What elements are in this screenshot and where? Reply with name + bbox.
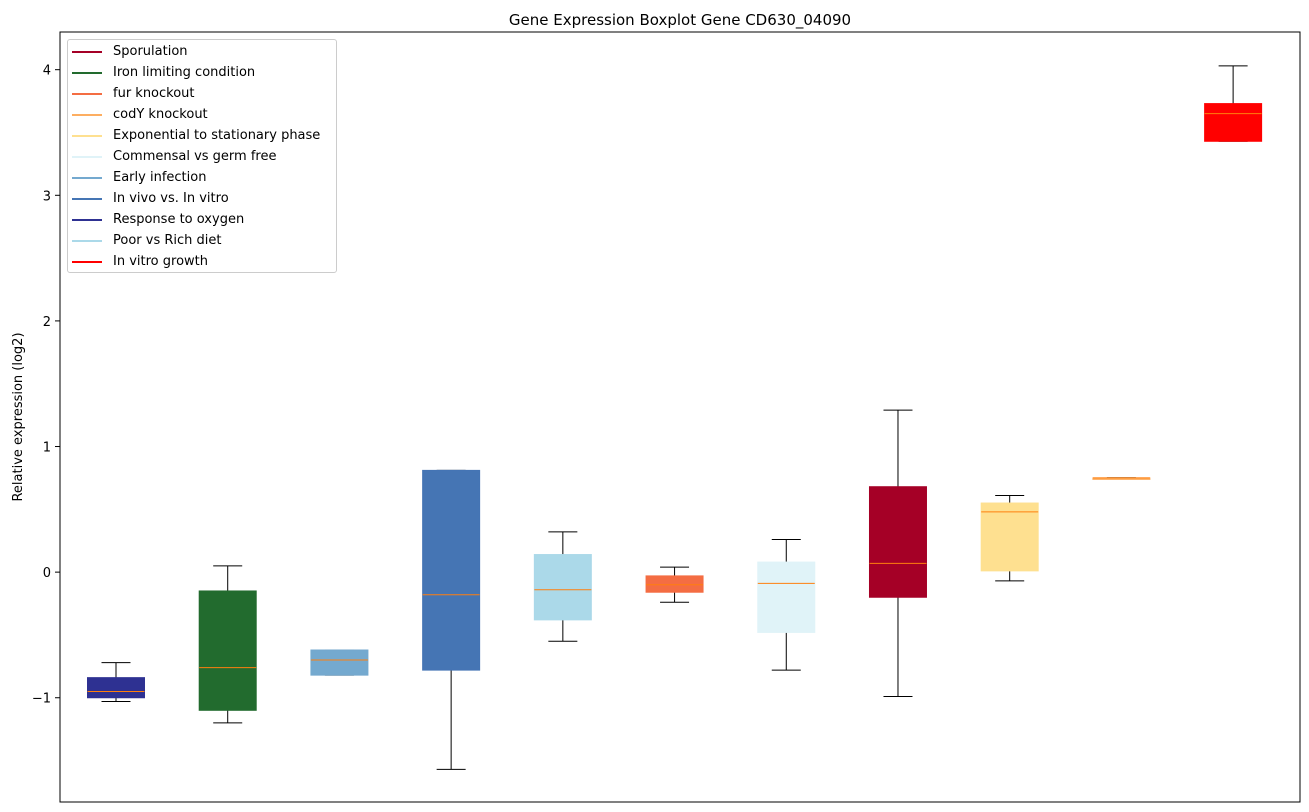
box-response-to-oxygen [87, 677, 145, 699]
legend-swatch [72, 71, 102, 74]
legend-label: In vivo vs. In vitro [113, 191, 229, 206]
box-commensal-vs-germ-free [757, 561, 816, 633]
legend-item: Iron limiting condition [72, 62, 336, 83]
y-tick-label: 1 [43, 441, 51, 456]
legend-label: Poor vs Rich diet [113, 233, 222, 248]
y-tick-label: 4 [43, 64, 51, 79]
legend-swatch [72, 260, 102, 263]
legend-swatch [72, 197, 102, 200]
legend-item: codY knockout [72, 104, 336, 125]
legend-item: Exponential to stationary phase [72, 125, 336, 146]
legend-item: fur knockout [72, 83, 336, 104]
legend-item: Poor vs Rich diet [72, 230, 336, 251]
box-early-infection [310, 649, 369, 676]
legend-item: Response to oxygen [72, 209, 336, 230]
legend-label: Early infection [113, 170, 207, 185]
legend-label: Commensal vs germ free [113, 149, 277, 164]
box-sporulation [868, 486, 927, 598]
plot-frame [59, 31, 1301, 803]
legend-item: Commensal vs germ free [72, 146, 336, 167]
legend-item: In vivo vs. In vitro [72, 188, 336, 209]
legend-label: Response to oxygen [113, 212, 245, 227]
legend-item: Early infection [72, 167, 336, 188]
legend-label: In vitro growth [113, 254, 208, 269]
legend-swatch [72, 92, 102, 95]
legend-swatch [72, 176, 102, 179]
y-axis-label: Relative expression (log2) [11, 332, 26, 501]
y-tick-label: 3 [43, 189, 51, 204]
chart-legend: Sporulation Iron limiting condition fur kn… [67, 39, 337, 273]
legend-swatch [72, 218, 102, 221]
legend-label: codY knockout [113, 107, 208, 122]
legend-swatch [72, 134, 102, 137]
legend-swatch [72, 155, 102, 158]
legend-label: Iron limiting condition [113, 65, 256, 80]
box-in-vitro-growth [1204, 103, 1263, 142]
legend-item: Sporulation [72, 41, 336, 62]
box-poor-vs-rich-diet [533, 554, 592, 621]
legend-label: Sporulation [113, 44, 188, 59]
legend-swatch [72, 239, 102, 242]
box-iron-limiting-condition [198, 590, 257, 711]
chart-title: Gene Expression Boxplot Gene CD630_04090 [509, 11, 851, 30]
y-tick-label: 2 [43, 315, 51, 330]
box-in-vivo-vs-in-vitro [422, 469, 481, 671]
legend-swatch [72, 50, 102, 53]
box-fur-knockout [645, 575, 704, 593]
box-exponential-to-stationary-phase [980, 502, 1039, 572]
legend-swatch [72, 113, 102, 116]
legend-label: fur knockout [113, 86, 195, 101]
legend-item: In vitro growth [72, 251, 336, 272]
y-tick-label: 0 [43, 566, 51, 581]
y-tick-label: −1 [32, 692, 51, 707]
legend-label: Exponential to stationary phase [113, 128, 321, 143]
